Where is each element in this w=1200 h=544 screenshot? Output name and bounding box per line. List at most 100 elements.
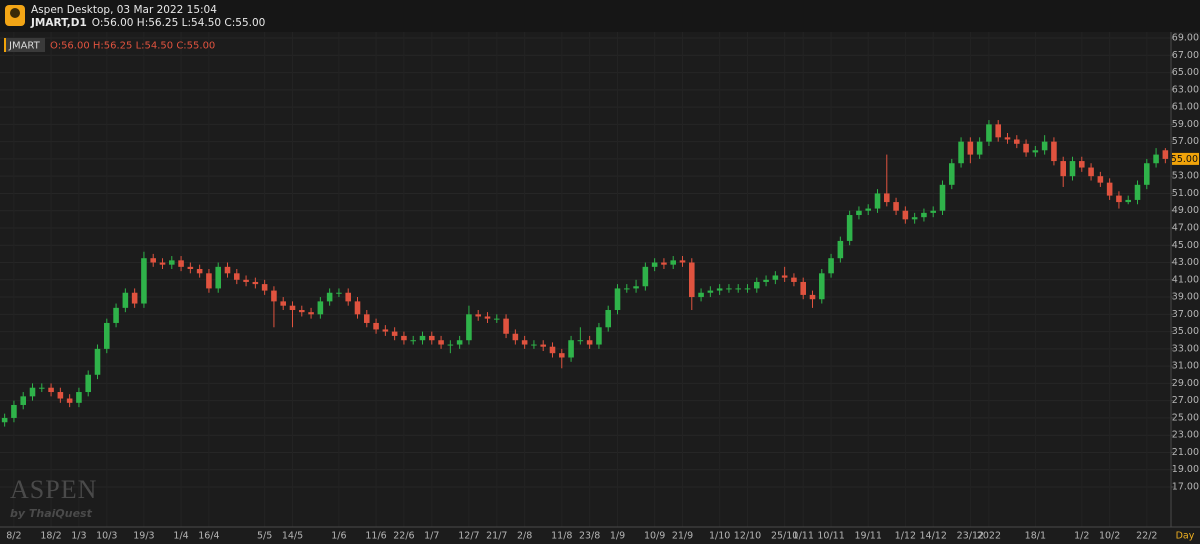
header-quote: JMART,D1 O:56.00 H:56.25 L:54.50 C:55.00 (30, 17, 265, 29)
candle-body (1153, 154, 1159, 164)
candle-body (744, 288, 751, 290)
candle-body (364, 314, 370, 323)
candle-body (234, 273, 240, 280)
candle-body (726, 288, 732, 290)
candle-body (66, 398, 73, 403)
candle-body (252, 281, 259, 285)
candle-body (1144, 163, 1150, 185)
candle-body (1162, 150, 1169, 159)
candle-body (1032, 150, 1039, 153)
y-tick-label: 27.00 (1172, 395, 1199, 406)
x-tick-label: 1/3 (71, 531, 86, 542)
candle-body (605, 310, 611, 328)
candle-body (410, 340, 416, 342)
candle-body (716, 288, 723, 291)
candle-body (20, 396, 26, 405)
legend-ohlc: O:56.00 H:56.25 L:54.50 C:55.00 (50, 41, 215, 52)
watermark-company: by ThaiQuest (10, 507, 93, 520)
y-tick-label: 33.00 (1172, 343, 1199, 354)
legend-tag-marker (4, 38, 6, 52)
candle-body (939, 184, 946, 211)
candle-body (540, 344, 546, 347)
candle-body (837, 240, 844, 259)
y-tick-label: 49.00 (1172, 205, 1199, 216)
candle-body (354, 301, 361, 315)
y-tick-label: 53.00 (1172, 171, 1199, 182)
candle-body (689, 262, 695, 298)
candle-body (169, 260, 175, 265)
x-tick-label: 10/9 (644, 531, 665, 542)
y-tick-label: 19.00 (1172, 464, 1199, 475)
x-tick-label: 1/12 (895, 531, 916, 542)
x-tick-label: 16/4 (198, 531, 219, 542)
candle-body (308, 312, 314, 315)
x-tick-label: 25/10 (771, 531, 798, 542)
x-tick-label: 1/7 (424, 531, 439, 542)
candle-body (1088, 167, 1094, 177)
y-tick-label: 31.00 (1172, 361, 1199, 372)
y-tick-label: 23.00 (1172, 430, 1199, 441)
x-tick-label: 2022 (977, 531, 1001, 542)
x-tick-label: 10/2 (1099, 531, 1120, 542)
y-tick-label: 45.00 (1172, 240, 1199, 251)
candle-body (1023, 143, 1029, 153)
candle-body (800, 281, 806, 295)
candle-body (893, 202, 899, 211)
candle-body (48, 387, 54, 393)
y-tick-label: 21.00 (1172, 447, 1199, 458)
candle-body (856, 210, 862, 216)
candle-body (791, 277, 797, 282)
x-tick-label: 23/12 (957, 531, 984, 542)
y-tick-label: 43.00 (1172, 257, 1199, 268)
x-tick-label: 14/12 (920, 531, 947, 542)
y-tick-label: 39.00 (1172, 292, 1199, 303)
candle-body (651, 262, 658, 267)
candle-body (187, 266, 194, 269)
x-tick-label: 21/7 (486, 531, 507, 542)
candle-body (150, 258, 156, 263)
candle-body (819, 273, 825, 300)
last-price-box (1172, 152, 1199, 165)
candle-body (1069, 161, 1076, 177)
candle-body (679, 260, 686, 263)
candle-body (559, 353, 565, 358)
candle-body (1, 417, 8, 423)
y-tick-label: 69.00 (1172, 33, 1199, 44)
y-tick-label: 35.00 (1172, 326, 1199, 337)
candle-body (781, 275, 788, 278)
candle-body (884, 193, 890, 203)
candle-body (280, 301, 286, 306)
candle-body (113, 307, 119, 323)
candle-body (568, 340, 574, 358)
candle-body (11, 404, 17, 418)
x-tick-label: 10/11 (817, 531, 844, 542)
candle-body (577, 340, 584, 342)
candle-body (828, 258, 834, 274)
candle-body (159, 262, 166, 265)
candle-body (1004, 137, 1011, 140)
y-tick-label: 17.00 (1172, 482, 1199, 493)
candle-body (930, 210, 936, 213)
candle-body (1079, 161, 1085, 168)
candle-body (586, 340, 593, 345)
candle-body (958, 141, 964, 164)
candle-body (317, 301, 324, 315)
y-tick-label: 47.00 (1172, 222, 1199, 233)
candle-body (754, 281, 760, 289)
x-tick-label: 1/2 (1074, 531, 1089, 542)
candle-body (902, 210, 909, 220)
candle-body (1116, 195, 1122, 203)
candle-body (512, 333, 519, 341)
y-tick-label: 59.00 (1172, 119, 1199, 130)
y-tick-label: 51.00 (1172, 188, 1199, 199)
candle-body (531, 344, 537, 346)
candle-body (624, 288, 630, 290)
y-tick-label: 63.00 (1172, 84, 1199, 95)
y-tick-label: 57.00 (1172, 136, 1199, 147)
x-axis-unit: Day (1176, 531, 1195, 542)
x-tick-label: 11/8 (551, 531, 572, 542)
candle-body (261, 284, 268, 291)
candle-body (976, 141, 983, 155)
